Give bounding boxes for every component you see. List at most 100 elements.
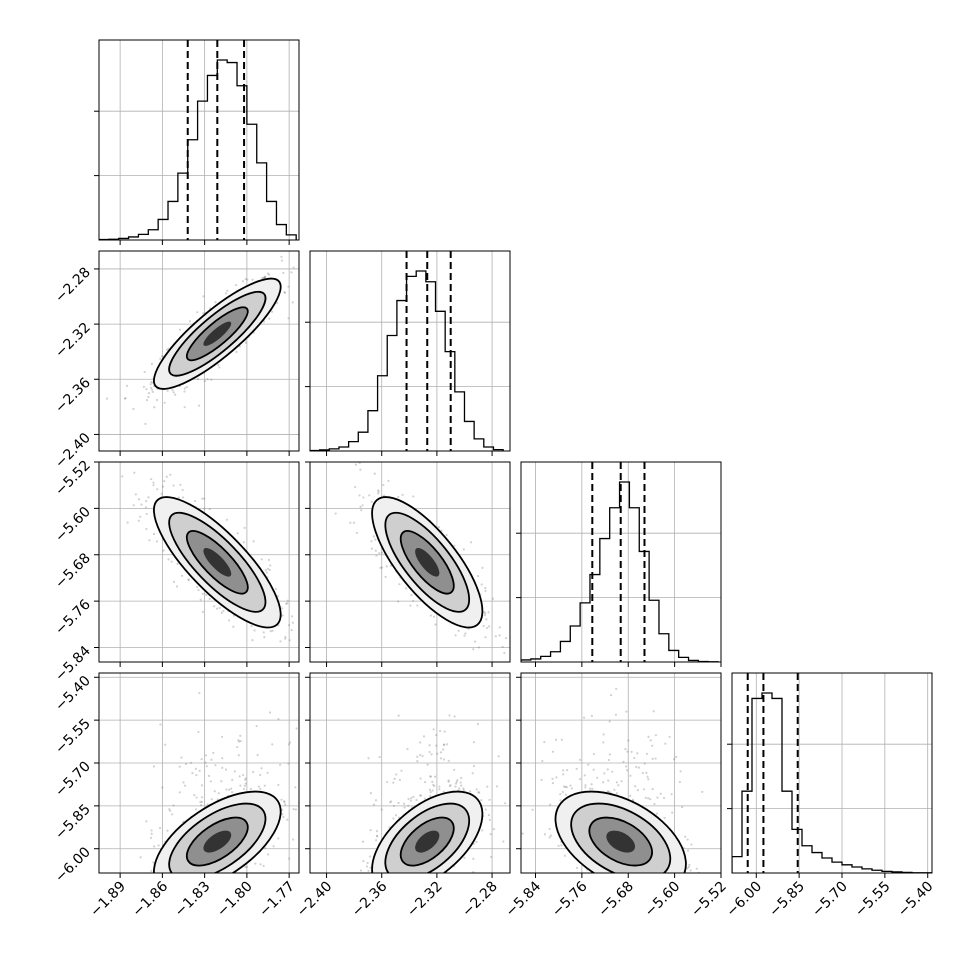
- scatter-point: [360, 509, 363, 512]
- scatter-point: [143, 370, 146, 374]
- x-axis-0: −1.89 −1.86 −1.83 −1.80 −1.77: [87, 873, 298, 920]
- scatter-point: [584, 786, 587, 789]
- scatter-point: [557, 844, 560, 847]
- scatter-point: [626, 750, 629, 753]
- scatter-point: [285, 602, 288, 605]
- scatter-point: [265, 571, 268, 574]
- scatter-point: [686, 849, 690, 852]
- scatter-point: [441, 748, 445, 751]
- scatter-point: [412, 886, 414, 888]
- scatter-point: [414, 880, 416, 882]
- scatter-point: [271, 629, 274, 632]
- scatter-point: [232, 625, 235, 628]
- scatter-point: [391, 876, 393, 878]
- scatter-point: [280, 607, 284, 610]
- scatter-point: [684, 835, 687, 838]
- x-tick-label: −5.52: [688, 879, 730, 921]
- scatter-point: [235, 350, 238, 354]
- scatter-point: [655, 876, 657, 878]
- scatter-point: [188, 320, 192, 323]
- scatter-point: [251, 278, 254, 281]
- scatter-point: [663, 816, 666, 820]
- scatter-point: [380, 566, 384, 569]
- scatter-point: [171, 813, 174, 816]
- contour-line-2: [185, 816, 249, 867]
- scatter-point: [200, 758, 203, 761]
- density-panel-3-0: [98, 672, 300, 923]
- scatter-point: [627, 739, 630, 742]
- scatter-point: [233, 770, 236, 773]
- scatter-point: [590, 714, 593, 718]
- scatter-point: [482, 624, 485, 628]
- scatter-point: [217, 363, 220, 367]
- scatter-point: [126, 521, 129, 524]
- scatter-point: [422, 735, 426, 738]
- scatter-point: [222, 609, 225, 613]
- scatter-point: [210, 798, 213, 801]
- scatter-point: [501, 645, 504, 648]
- scatter-point: [678, 780, 681, 784]
- scatter-point: [623, 904, 625, 906]
- scatter-point: [429, 614, 432, 617]
- contour-line-1: [384, 802, 471, 873]
- scatter-point: [239, 784, 242, 787]
- scatter-point: [271, 743, 274, 746]
- scatter-point: [201, 610, 204, 613]
- scatter-point: [132, 504, 135, 507]
- y-tick-label: −2.28: [52, 264, 94, 306]
- scatter-point: [215, 880, 217, 882]
- scatter-point: [562, 773, 565, 776]
- scatter-point: [426, 763, 429, 766]
- scatter-point: [277, 718, 280, 721]
- scatter-point: [487, 813, 490, 817]
- scatter-point: [655, 812, 658, 815]
- scatter-point: [198, 769, 201, 772]
- scatter-point: [487, 611, 490, 614]
- scatter-point: [303, 298, 305, 300]
- scatter-point: [428, 788, 431, 791]
- scatter-point: [602, 733, 605, 736]
- scatter-point: [559, 799, 562, 802]
- scatter-point: [284, 635, 287, 639]
- scatter-point: [264, 275, 267, 278]
- scatter-point: [244, 341, 248, 344]
- scatter-point: [200, 804, 203, 807]
- scatter-point: [368, 855, 372, 858]
- scatter-point: [201, 592, 204, 595]
- scatter-point: [564, 793, 567, 796]
- scatter-point: [688, 863, 691, 867]
- scatter-point: [445, 533, 448, 537]
- scatter-point: [191, 772, 194, 775]
- scatter-point: [239, 734, 242, 737]
- scatter-point: [443, 730, 446, 733]
- scatter-point: [397, 600, 400, 603]
- scatter-point: [244, 778, 247, 781]
- scatter-point: [477, 646, 481, 649]
- scatter-point: [634, 785, 637, 788]
- scatter-point: [462, 788, 465, 792]
- scatter-point: [488, 625, 491, 628]
- scatter-point: [169, 809, 172, 812]
- scatter-point: [150, 882, 152, 884]
- scatter-point: [165, 475, 168, 478]
- scatter-point: [282, 815, 285, 819]
- scatter-point: [147, 496, 150, 499]
- scatter-point: [215, 607, 219, 610]
- scatter-point: [349, 521, 352, 524]
- scatter-point: [118, 921, 120, 923]
- scatter-point: [403, 806, 406, 809]
- scatter-point: [204, 761, 207, 764]
- scatter-point: [616, 881, 618, 883]
- scatter-point: [149, 836, 153, 839]
- scatter-point: [647, 735, 650, 738]
- scatter-point: [207, 774, 211, 778]
- scatter-point: [544, 801, 546, 803]
- scatter-point: [681, 805, 684, 809]
- scatter-point: [176, 888, 178, 890]
- scatter-point: [471, 772, 474, 775]
- scatter-point: [437, 525, 441, 529]
- scatter-point: [225, 518, 228, 521]
- scatter-point: [256, 753, 259, 757]
- scatter-point: [549, 803, 552, 806]
- scatter-point: [354, 463, 358, 466]
